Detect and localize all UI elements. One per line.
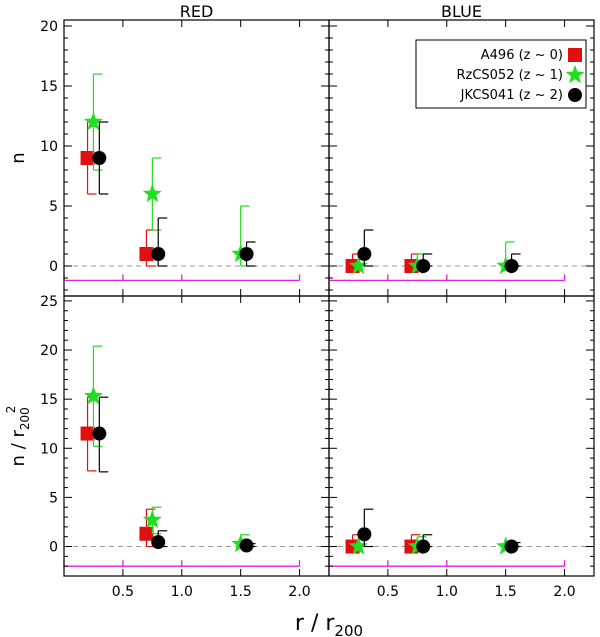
panel-red-row1	[63, 19, 330, 297]
data-point-circle	[92, 151, 107, 165]
legend-label: A496 (z ~ 0)	[481, 48, 563, 63]
data-point-star	[83, 386, 103, 405]
data-point-star	[348, 256, 368, 275]
legend-marker-star	[565, 65, 585, 84]
data-point-star	[142, 510, 162, 529]
data-point-circle	[504, 259, 519, 273]
x-tick-label: 1.0	[436, 584, 458, 600]
y-axis-label: n	[8, 152, 29, 163]
y-tick-label: 10	[40, 441, 58, 457]
x-tick-label: 2.0	[553, 584, 575, 600]
y-tick-label: 20	[40, 343, 58, 359]
data-point-circle	[416, 539, 431, 554]
y-tick-label: 25	[40, 294, 58, 310]
data-point-square	[80, 426, 95, 441]
x-axis-label: r / r200	[295, 611, 363, 637]
legend-label: RzCS052 (z ~ 1)	[456, 68, 563, 83]
y-tick-label: 20	[40, 19, 58, 35]
legend-marker-square	[568, 48, 582, 62]
data-point-circle	[357, 247, 372, 261]
y-tick-label: 5	[49, 199, 58, 215]
y-tick-label: 0	[49, 540, 58, 556]
legend-marker-circle	[568, 88, 582, 102]
legend-label: JKCS041 (z ~ 2)	[460, 88, 563, 103]
y-tick-label: 5	[49, 490, 58, 506]
y-tick-label: 15	[40, 79, 58, 95]
column-title-red: RED	[180, 2, 214, 21]
data-point-circle	[151, 535, 166, 550]
panel-frame	[328, 295, 595, 577]
data-point-circle	[504, 539, 519, 554]
x-tick-label: 1.5	[495, 584, 517, 600]
legend: A496 (z ~ 0) RzCS052 (z ~ 1) JKCS041 (z ~ …	[415, 39, 587, 109]
y-axis-label: n / r2002	[4, 406, 32, 467]
data-point-circle	[92, 426, 107, 441]
x-tick-label: 1.5	[230, 584, 252, 600]
x-tick-label: 0.5	[377, 584, 399, 600]
data-point-circle	[357, 527, 372, 542]
x-tick-label: 2.0	[288, 584, 310, 600]
column-title-blue: BLUE	[441, 2, 482, 21]
y-tick-label: 10	[40, 139, 58, 155]
data-point-star	[142, 184, 162, 203]
data-point-square	[80, 151, 95, 165]
data-point-star	[348, 536, 368, 555]
data-point-square	[139, 247, 154, 261]
data-point-circle	[239, 538, 254, 553]
x-tick-label: 0.5	[112, 584, 134, 600]
panel-blue-row1	[328, 19, 595, 297]
panel-red-row2	[63, 295, 330, 577]
y-tick-label: 0	[49, 259, 58, 275]
legend-box	[415, 39, 587, 109]
panel-blue-row2	[328, 295, 595, 577]
x-tick-label: 1.0	[171, 584, 193, 600]
y-tick-label: 15	[40, 392, 58, 408]
data-point-circle	[239, 247, 254, 261]
data-point-square	[139, 526, 154, 541]
data-point-star	[83, 112, 103, 131]
data-point-circle	[151, 247, 166, 261]
data-point-circle	[416, 259, 431, 273]
